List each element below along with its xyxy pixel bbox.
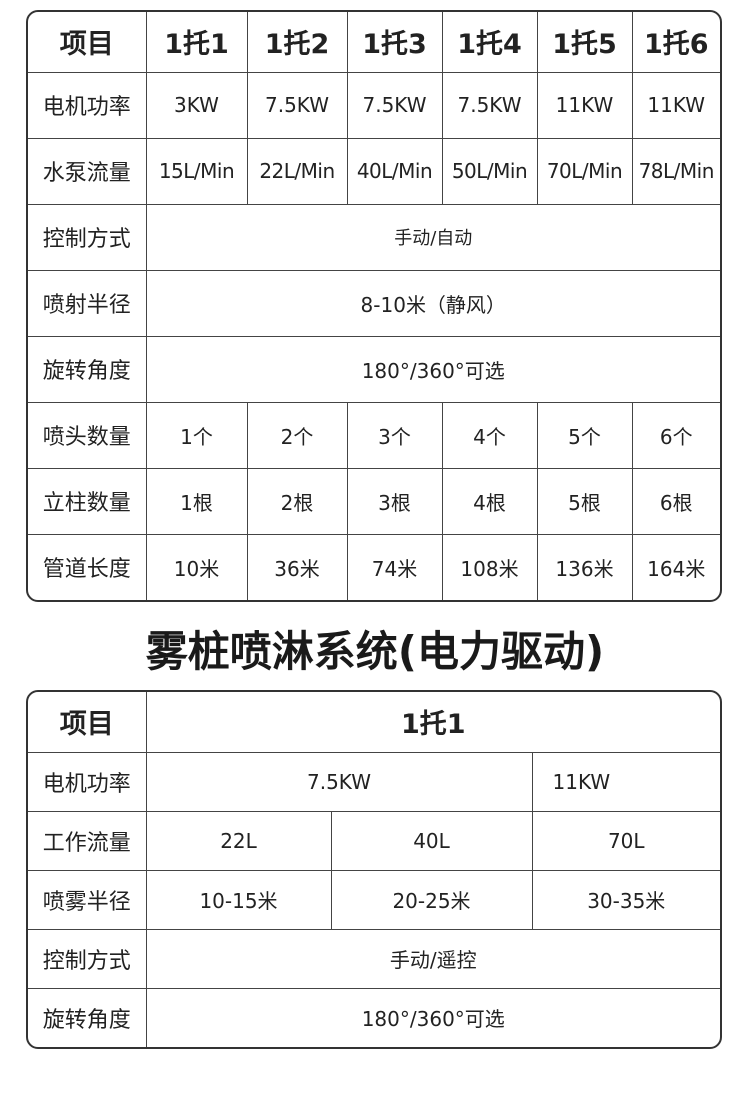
table-row: 电机功率 3KW 7.5KW 7.5KW 7.5KW 11KW 11KW (28, 71, 720, 139)
cell: 7.5KW (346, 71, 443, 139)
cell: 15L/Min (145, 137, 248, 205)
cell: 22L/Min (246, 137, 348, 205)
header-cell: 1托4 (441, 12, 538, 73)
cell: 3KW (145, 71, 248, 139)
row-label: 控制方式 (28, 203, 147, 271)
merged-cell: 8-10米（静风） (145, 269, 720, 337)
row-label: 喷头数量 (28, 401, 147, 469)
header-cell: 1托1 (145, 692, 720, 753)
row-label: 管道长度 (28, 533, 147, 600)
section-title: 雾桩喷淋系统(电力驱动) (145, 627, 605, 676)
row-label: 控制方式 (28, 928, 147, 989)
table-row: 控制方式 手动/自动 (28, 203, 720, 271)
row-label: 旋转角度 (28, 987, 147, 1047)
row-label: 电机功率 (28, 71, 147, 139)
header-cell: 1托3 (346, 12, 443, 73)
cell: 6个 (631, 401, 720, 469)
table-row: 电机功率 7.5KW 11KW (28, 751, 720, 812)
cell: 3根 (346, 467, 443, 535)
table-row: 喷头数量 1个 2个 3个 4个 5个 6个 (28, 401, 720, 469)
table-row: 旋转角度 180°/360°可选 (28, 335, 720, 403)
table-row: 喷射半径 8-10米（静风） (28, 269, 720, 337)
cell: 74米 (346, 533, 443, 600)
merged-cell: 180°/360°可选 (145, 987, 720, 1047)
cell: 7.5KW (441, 71, 538, 139)
row-label: 电机功率 (28, 751, 147, 812)
cell: 40L/Min (346, 137, 443, 205)
row-label: 水泵流量 (28, 137, 147, 205)
header-cell: 1托1 (145, 12, 248, 73)
cell: 70L (531, 810, 720, 871)
spec-table-2: 项目 1托1 电机功率 7.5KW 11KW 工作流量 22L 40L 70L … (26, 690, 722, 1049)
header-cell: 1托6 (631, 12, 720, 73)
table-row: 水泵流量 15L/Min 22L/Min 40L/Min 50L/Min 70L… (28, 137, 720, 205)
table-header-row: 项目 1托1 (28, 692, 720, 753)
cell: 70L/Min (536, 137, 633, 205)
header-cell: 1托5 (536, 12, 633, 73)
spec-table-1: 项目 1托1 1托2 1托3 1托4 1托5 1托6 电机功率 3KW 7.5K… (26, 10, 722, 602)
header-cell: 项目 (28, 12, 147, 73)
merged-cell: 手动/自动 (145, 203, 720, 271)
table-row: 旋转角度 180°/360°可选 (28, 987, 720, 1047)
cell: 7.5KW (246, 71, 348, 139)
cell: 11KW (631, 71, 720, 139)
cell: 36米 (246, 533, 348, 600)
cell: 164米 (631, 533, 720, 600)
header-cell: 项目 (28, 692, 147, 753)
cell: 10米 (145, 533, 248, 600)
cell: 11KW (531, 751, 720, 812)
cell: 136米 (536, 533, 633, 600)
merged-cell: 180°/360°可选 (145, 335, 720, 403)
row-label: 旋转角度 (28, 335, 147, 403)
cell: 2根 (246, 467, 348, 535)
cell: 40L (330, 810, 533, 871)
cell: 5个 (536, 401, 633, 469)
cell: 1根 (145, 467, 248, 535)
cell: 22L (145, 810, 332, 871)
cell: 7.5KW (145, 751, 533, 812)
table-row: 立柱数量 1根 2根 3根 4根 5根 6根 (28, 467, 720, 535)
table-row: 管道长度 10米 36米 74米 108米 136米 164米 (28, 533, 720, 600)
cell: 2个 (246, 401, 348, 469)
cell: 3个 (346, 401, 443, 469)
row-label: 立柱数量 (28, 467, 147, 535)
table-row: 控制方式 手动/遥控 (28, 928, 720, 989)
cell: 4个 (441, 401, 538, 469)
cell: 50L/Min (441, 137, 538, 205)
cell: 4根 (441, 467, 538, 535)
cell: 10-15米 (145, 869, 332, 930)
merged-cell: 手动/遥控 (145, 928, 720, 989)
cell: 11KW (536, 71, 633, 139)
cell: 20-25米 (330, 869, 533, 930)
header-cell: 1托2 (246, 12, 348, 73)
cell: 5根 (536, 467, 633, 535)
table-row: 工作流量 22L 40L 70L (28, 810, 720, 871)
row-label: 喷射半径 (28, 269, 147, 337)
cell: 108米 (441, 533, 538, 600)
table-header-row: 项目 1托1 1托2 1托3 1托4 1托5 1托6 (28, 12, 720, 73)
table-row: 喷雾半径 10-15米 20-25米 30-35米 (28, 869, 720, 930)
row-label: 喷雾半径 (28, 869, 147, 930)
row-label: 工作流量 (28, 810, 147, 871)
cell: 1个 (145, 401, 248, 469)
cell: 78L/Min (631, 137, 720, 205)
cell: 6根 (631, 467, 720, 535)
cell: 30-35米 (531, 869, 720, 930)
